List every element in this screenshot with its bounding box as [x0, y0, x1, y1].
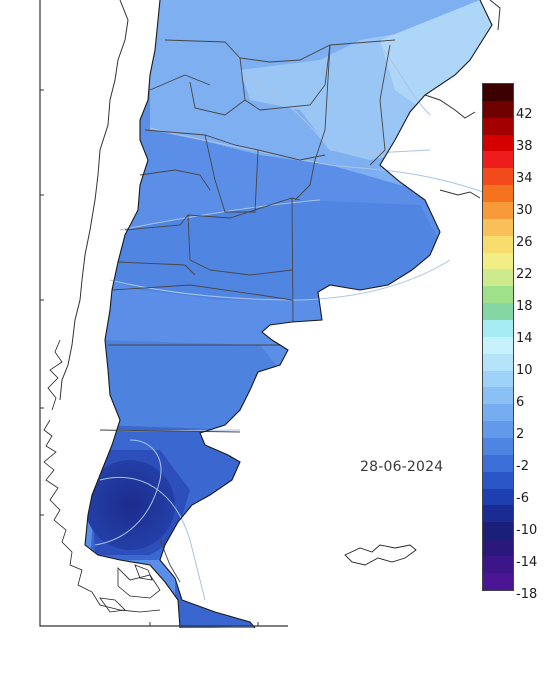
color-scale-tick-label: 34 [516, 171, 533, 186]
color-scale-tick-label: 42 [516, 107, 533, 122]
color-scale-tick-label: 26 [516, 235, 533, 250]
color-scale-tick-label: -14 [516, 555, 538, 570]
color-scale-swatch [483, 454, 513, 472]
color-scale-tick-label: 10 [516, 363, 533, 378]
color-scale-tick-label: 38 [516, 139, 533, 154]
color-scale-tick-label: 22 [516, 267, 533, 282]
chile-coastline [43, 339, 161, 613]
color-scale-tick-label: -10 [516, 523, 538, 538]
neighbour-borders [59, 0, 501, 401]
color-scale-swatch [483, 471, 513, 489]
atlantic-coastline [159, 0, 493, 629]
color-scale-tick-label: 30 [516, 203, 533, 218]
color-scale-swatch [483, 235, 513, 253]
color-scale-swatch [483, 505, 513, 523]
color-scale-swatch [483, 303, 513, 321]
province-boundaries [99, 39, 396, 583]
color-scale-swatch [483, 387, 513, 405]
color-scale-swatch [483, 539, 513, 557]
color-scale-tick-label: -2 [516, 459, 529, 474]
color-scale-swatch [483, 168, 513, 186]
color-scale-swatch [483, 370, 513, 388]
color-scale-swatch [483, 320, 513, 337]
color-scale-swatch [483, 84, 513, 101]
temperature-color-scale [482, 83, 514, 591]
color-scale-tick-label: -6 [516, 491, 529, 506]
color-scale-swatch [483, 269, 513, 287]
color-scale-swatch [483, 252, 513, 270]
color-scale-swatch [483, 202, 513, 219]
color-scale-tick-label: 14 [516, 331, 533, 346]
color-scale-swatch [483, 353, 513, 371]
color-scale-tick-label: -18 [516, 587, 538, 602]
color-scale-swatch [483, 522, 513, 540]
color-scale-tick-label: 2 [516, 427, 525, 442]
color-scale-swatch [483, 117, 513, 135]
color-scale-swatch [483, 404, 513, 422]
map-frame [39, 0, 288, 627]
color-scale-tick-label: 18 [516, 299, 533, 314]
color-scale-swatch [483, 421, 513, 439]
color-scale-swatch [483, 336, 513, 354]
color-scale-swatch [483, 100, 513, 118]
color-scale-tick-label: 6 [516, 395, 525, 410]
color-scale-swatch [483, 185, 513, 203]
date-label: 28-06-2024 [360, 459, 444, 475]
color-scale-swatch [483, 151, 513, 169]
color-scale-swatch [483, 286, 513, 304]
color-scale-swatch [483, 572, 513, 590]
western-border [84, 0, 181, 629]
color-scale-swatch [483, 488, 513, 506]
color-scale-swatch [483, 134, 513, 152]
malvinas-islands [344, 544, 417, 566]
frame-ticks [40, 89, 259, 626]
color-scale-swatch [483, 438, 513, 455]
color-scale-swatch [483, 218, 513, 236]
color-scale-swatch [483, 556, 513, 573]
